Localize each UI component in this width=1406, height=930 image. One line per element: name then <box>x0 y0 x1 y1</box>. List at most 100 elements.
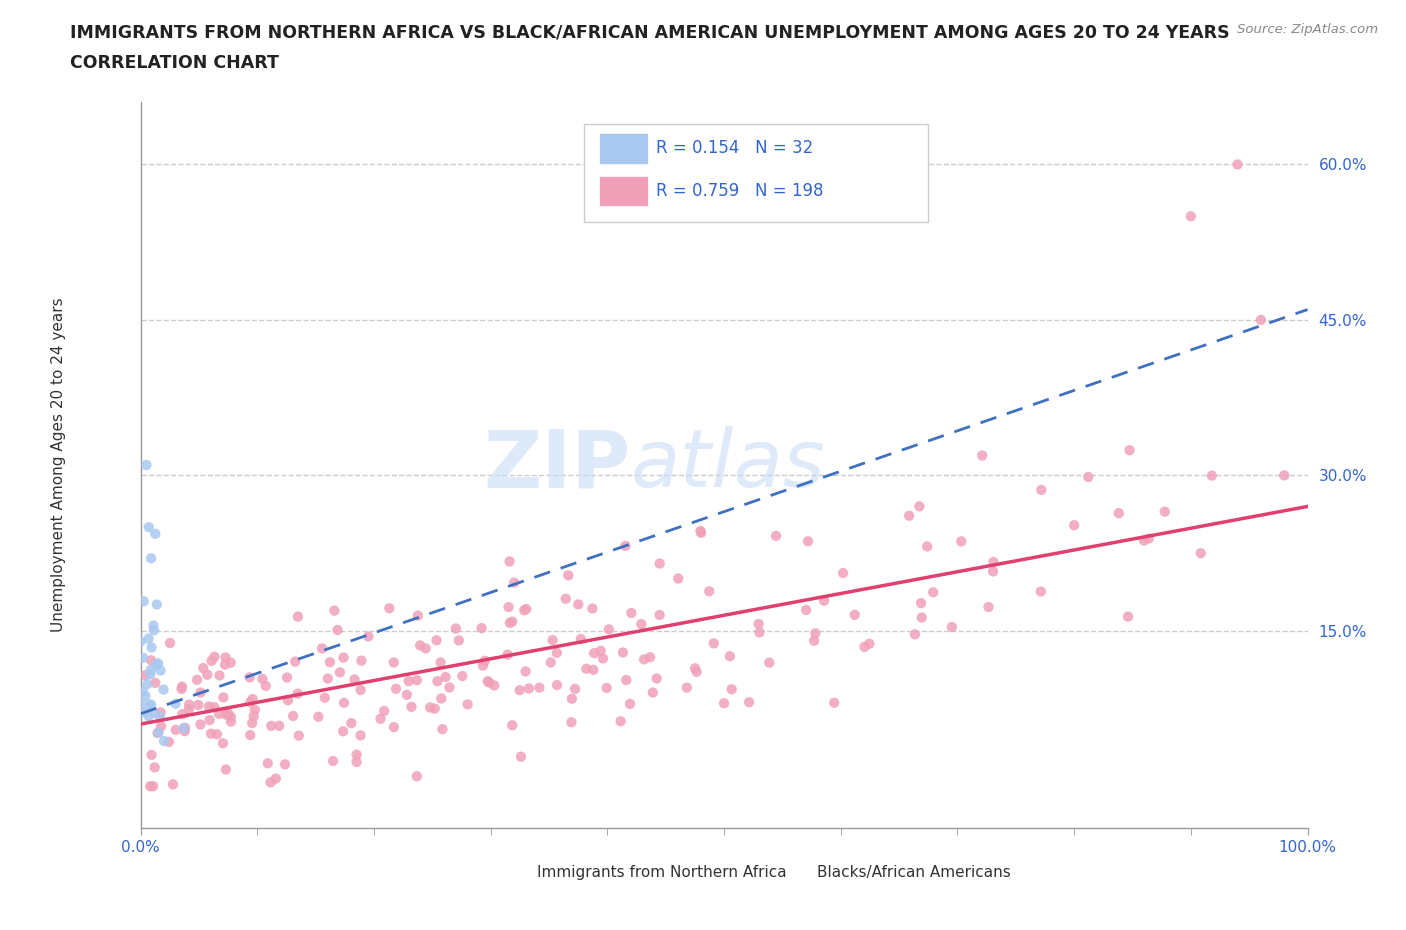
Point <box>648 607 671 622</box>
Point <box>1108 506 1130 521</box>
Point <box>619 697 641 711</box>
Point <box>170 679 193 694</box>
Point <box>146 597 169 612</box>
Point <box>614 672 637 687</box>
Point <box>409 638 432 653</box>
Point <box>713 696 735 711</box>
Point <box>138 709 160 724</box>
Point <box>515 664 537 679</box>
Point <box>794 603 817 618</box>
Point <box>398 673 420 688</box>
Point <box>529 680 551 695</box>
Point <box>201 654 224 669</box>
Point <box>195 668 218 683</box>
Point <box>567 597 589 612</box>
Point <box>540 655 562 670</box>
Point <box>343 672 366 687</box>
Point <box>200 726 222 741</box>
Point <box>259 775 281 790</box>
Point <box>134 688 156 703</box>
Point <box>378 601 401 616</box>
Point <box>676 680 699 695</box>
Point <box>139 778 162 793</box>
Point <box>149 710 172 724</box>
Point <box>620 605 643 620</box>
Point <box>277 693 299 708</box>
Point <box>212 736 235 751</box>
Point <box>243 702 266 717</box>
Point <box>322 753 344 768</box>
Point <box>401 699 423 714</box>
Point <box>419 700 441 715</box>
Point <box>546 678 568 693</box>
Point <box>910 596 932 611</box>
Point <box>471 620 494 635</box>
Point <box>498 600 520 615</box>
Point <box>406 608 429 623</box>
Point <box>423 701 446 716</box>
Point <box>208 668 231 683</box>
FancyBboxPatch shape <box>583 124 928 222</box>
Point <box>340 716 363 731</box>
Point <box>430 691 453 706</box>
Point <box>311 641 333 656</box>
Point <box>143 760 166 775</box>
Text: R = 0.759   N = 198: R = 0.759 N = 198 <box>657 181 824 200</box>
Point <box>214 650 236 665</box>
Point <box>186 672 208 687</box>
Text: Blacks/African Americans: Blacks/African Americans <box>817 865 1011 880</box>
Point <box>630 617 652 631</box>
Point <box>474 654 496 669</box>
Point <box>152 683 174 698</box>
Point <box>633 652 655 667</box>
Point <box>332 650 354 665</box>
Point <box>382 655 405 670</box>
Point <box>478 675 501 690</box>
Point <box>405 769 427 784</box>
Point <box>208 707 231 722</box>
Point <box>139 662 162 677</box>
Point <box>683 661 706 676</box>
Point <box>143 675 166 690</box>
Point <box>350 653 373 668</box>
Point <box>758 656 780 671</box>
Point <box>832 565 855 580</box>
Point <box>503 575 526 590</box>
Point <box>382 720 405 735</box>
Point <box>1226 157 1249 172</box>
Point <box>451 669 474 684</box>
Point <box>139 667 162 682</box>
Point <box>509 683 531 698</box>
Point <box>142 618 165 633</box>
Point <box>1250 312 1272 327</box>
Point <box>276 671 298 685</box>
Point <box>179 698 201 712</box>
Point <box>153 734 176 749</box>
Point <box>157 735 180 750</box>
Point <box>471 658 494 673</box>
Point <box>1189 546 1212 561</box>
Point <box>219 656 242 671</box>
Point <box>950 534 973 549</box>
Text: atlas: atlas <box>631 426 825 504</box>
Point <box>131 697 153 711</box>
Point <box>575 661 598 676</box>
Point <box>239 727 262 742</box>
Point <box>254 679 277 694</box>
Point <box>173 724 195 738</box>
Point <box>738 695 761 710</box>
Point <box>204 649 226 664</box>
Point <box>148 725 170 740</box>
Point <box>190 685 212 700</box>
Point <box>941 619 963 634</box>
Point <box>256 756 278 771</box>
Point <box>498 554 520 569</box>
Point <box>329 665 352 680</box>
Point <box>219 714 242 729</box>
Text: CORRELATION CHART: CORRELATION CHART <box>70 54 280 72</box>
Point <box>174 721 197 736</box>
Point <box>215 707 238 722</box>
Point <box>146 656 169 671</box>
Text: Immigrants from Northern Africa: Immigrants from Northern Africa <box>537 865 787 880</box>
Point <box>198 712 221 727</box>
